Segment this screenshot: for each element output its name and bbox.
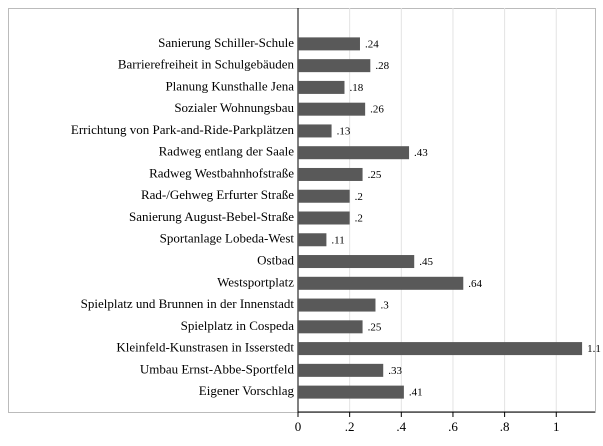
- value-label: .41: [409, 387, 423, 399]
- value-label: .3: [380, 300, 389, 312]
- bar: [298, 37, 360, 51]
- x-tick-label: 0: [295, 419, 302, 434]
- bar: [298, 385, 404, 399]
- value-label: .24: [365, 38, 379, 50]
- value-label: .18: [349, 82, 363, 94]
- x-tick-label: .8: [500, 419, 510, 434]
- y-tick-label: Radweg Westbahnhofstraße: [149, 165, 294, 180]
- y-tick-label: Spielplatz und Brunnen in der Innenstadt: [81, 296, 295, 311]
- x-tick-label: .6: [448, 419, 458, 434]
- bar: [298, 80, 345, 94]
- value-label: .25: [368, 169, 382, 181]
- bar: [298, 189, 350, 203]
- bar: [298, 320, 363, 334]
- bar: [298, 298, 376, 312]
- y-tick-label: Rad-/Gehweg Erfurter Straße: [141, 187, 294, 202]
- y-tick-label: Westsportplatz: [217, 274, 294, 289]
- y-tick-label: Radweg entlang der Saale: [159, 144, 295, 159]
- y-tick-label: Sozialer Wohnungsbau: [174, 100, 294, 115]
- bar: [298, 363, 384, 377]
- value-label: .64: [468, 278, 482, 290]
- x-tick-label: .4: [396, 419, 406, 434]
- bar: [298, 124, 332, 138]
- bar: [298, 255, 415, 269]
- value-label: .13: [337, 125, 351, 137]
- value-label: .45: [419, 256, 433, 268]
- y-tick-label: Barrierefreiheit in Schulgebäuden: [118, 57, 295, 72]
- bar: [298, 342, 583, 356]
- y-tick-label: Spielplatz in Cospeda: [181, 318, 295, 333]
- bar: [298, 167, 363, 181]
- value-label: .33: [388, 365, 402, 377]
- value-label: .25: [368, 321, 382, 333]
- value-label: .11: [331, 234, 344, 246]
- y-tick-label: Ostbad: [257, 253, 294, 268]
- value-label: 1.1: [587, 343, 601, 355]
- bar: [298, 146, 410, 160]
- y-tick-label: Sanierung August-Bebel-Straße: [129, 209, 294, 224]
- y-tick-label: Eigener Vorschlag: [199, 383, 295, 398]
- x-tick-label: 1: [553, 419, 560, 434]
- value-label: .2: [355, 191, 363, 203]
- bar: [298, 233, 327, 247]
- y-tick-label: Sanierung Schiller-Schule: [158, 35, 294, 50]
- y-tick-label: Umbau Ernst-Abbe-Sportfeld: [140, 361, 295, 376]
- y-tick-label: Errichtung von Park-and-Ride-Parkplätzen: [71, 122, 295, 137]
- bar: [298, 211, 350, 225]
- value-label: .26: [370, 104, 384, 116]
- y-tick-label: Planung Kunsthalle Jena: [165, 78, 294, 93]
- x-tick-label: .2: [345, 419, 355, 434]
- bar: [298, 59, 371, 73]
- bar: [298, 276, 464, 290]
- value-label: .43: [414, 147, 428, 159]
- y-tick-label: Kleinfeld-Kunstrasen in Isserstedt: [116, 340, 294, 355]
- bar: [298, 102, 366, 116]
- y-tick-label: Sportanlage Lobeda-West: [160, 231, 295, 246]
- value-label: .2: [355, 213, 363, 225]
- value-label: .28: [375, 60, 389, 72]
